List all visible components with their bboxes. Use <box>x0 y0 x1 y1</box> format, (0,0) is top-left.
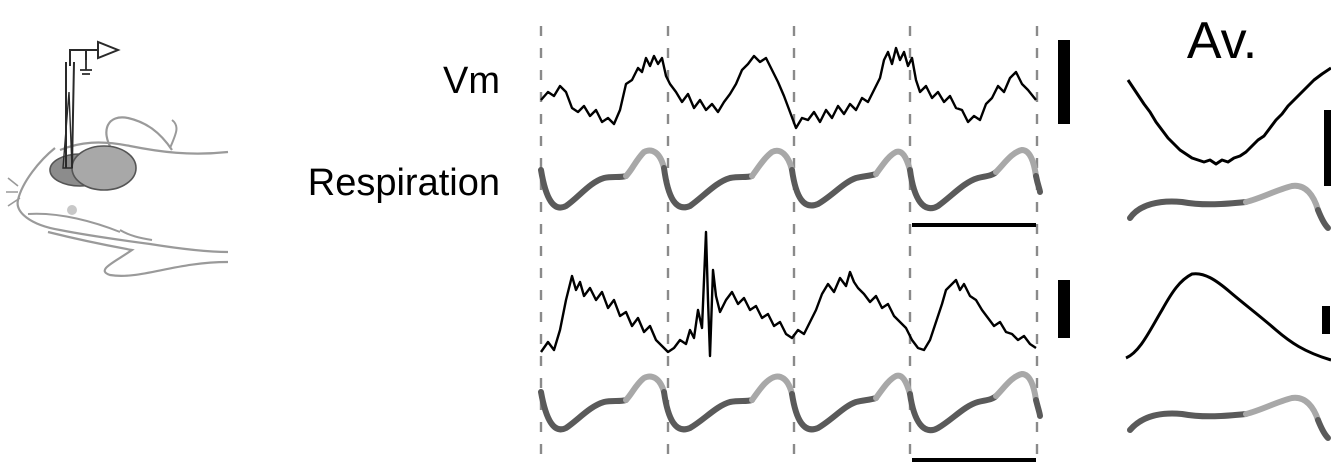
respiration-trace-bottom <box>538 370 1043 433</box>
vm-average-top <box>1126 66 1331 166</box>
amplifier-triangle-icon <box>69 40 121 75</box>
cycle-boundaries <box>539 26 1039 460</box>
respiration-average-top <box>1127 182 1331 231</box>
respiration-label: Respiration <box>308 162 500 204</box>
respiration-trace-top <box>538 146 1043 211</box>
vm-label: Vm <box>443 60 500 102</box>
vm-trace-top <box>540 46 1037 130</box>
mouse-head-electrode-icon <box>6 61 229 277</box>
average-label: Av. <box>1187 12 1257 70</box>
respiration-average-bottom <box>1127 394 1331 441</box>
vm-average-bottom <box>1125 272 1331 362</box>
vm-trace-bottom <box>540 230 1037 358</box>
